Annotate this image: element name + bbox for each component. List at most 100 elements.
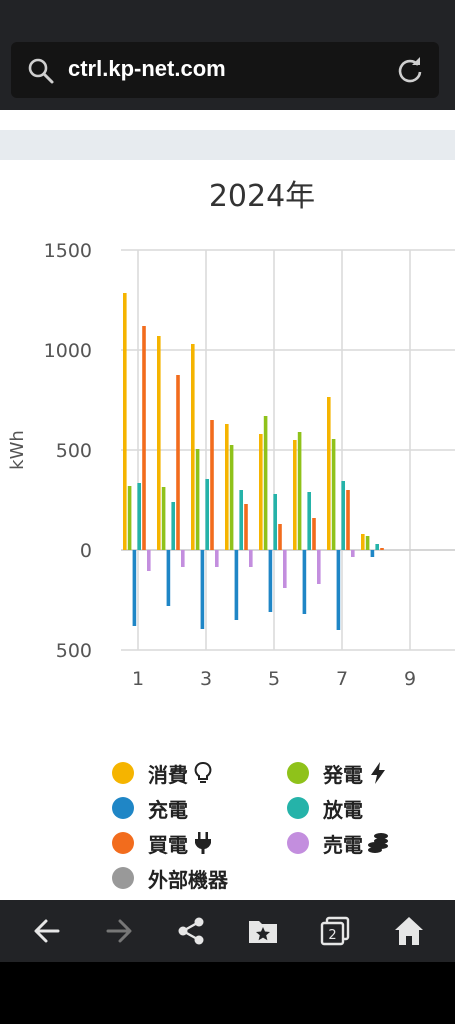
legend-label: 充電 — [148, 797, 188, 822]
bar — [273, 494, 277, 550]
x-tick-label: 9 — [404, 668, 416, 690]
legend-label: 発電 — [323, 762, 363, 787]
page-content: 1500 1000 500 0 500 1 3 5 7 9 2024年 kWh 消費 発電 充電 放電買… — [0, 110, 455, 900]
bar — [307, 492, 311, 550]
lightbulb-icon — [194, 762, 212, 783]
bar — [263, 416, 268, 550]
bar — [234, 550, 239, 620]
bar — [195, 449, 200, 550]
legend-swatch — [287, 762, 309, 784]
bar — [351, 550, 355, 557]
bar — [225, 424, 229, 550]
bar — [181, 550, 185, 567]
legend-swatch — [287, 832, 309, 854]
bar — [375, 544, 379, 550]
system-gesture-area — [0, 962, 455, 1024]
bar — [312, 518, 316, 550]
bar — [200, 550, 205, 629]
y-axis-label: kWh — [7, 430, 28, 470]
bar — [336, 550, 341, 630]
x-tick-label: 1 — [132, 668, 144, 690]
x-tick-label: 3 — [200, 668, 212, 690]
bar — [166, 550, 171, 606]
bar — [331, 439, 336, 550]
legend-label: 売電 — [323, 832, 363, 857]
bar — [380, 548, 384, 550]
bookmark-folder-icon[interactable] — [246, 914, 280, 948]
bar — [293, 440, 297, 550]
browser-bottom-bar: 2 — [0, 900, 455, 962]
share-icon[interactable] — [174, 914, 208, 948]
tab-count: 2 — [328, 928, 336, 943]
bar — [268, 550, 273, 612]
legend-label: 買電 — [148, 832, 188, 857]
chart-labels: 1500 1000 500 0 500 1 3 5 7 9 — [44, 240, 416, 690]
bar — [127, 486, 132, 550]
legend-swatch — [287, 797, 309, 819]
bar — [157, 336, 161, 550]
bar — [346, 490, 350, 550]
bar — [361, 534, 365, 550]
header-strip — [0, 130, 455, 160]
legend-item[interactable]: 放電 — [287, 795, 363, 822]
bar — [317, 550, 321, 584]
bar — [259, 434, 263, 550]
y-tick-label: 0 — [80, 540, 92, 562]
y-tick-label: 1000 — [44, 340, 92, 362]
browser-top-bar: ctrl.kp-net.com — [0, 0, 455, 110]
reload-icon[interactable] — [395, 56, 425, 86]
bar — [161, 487, 166, 550]
x-tick-label: 5 — [268, 668, 280, 690]
bar — [147, 550, 151, 571]
lightning-icon — [371, 762, 385, 784]
legend-item[interactable]: 発電 — [287, 760, 389, 787]
bar — [249, 550, 253, 567]
legend-swatch — [112, 832, 134, 854]
bar — [327, 397, 331, 550]
legend-label: 放電 — [323, 797, 363, 822]
bar — [365, 536, 370, 550]
bar — [210, 420, 214, 550]
bar — [215, 550, 219, 567]
bar — [137, 483, 141, 550]
bar — [297, 432, 302, 550]
bar — [244, 504, 248, 550]
forward-arrow-icon[interactable] — [102, 914, 136, 948]
legend-item[interactable]: 売電 — [287, 830, 389, 857]
url-text[interactable]: ctrl.kp-net.com — [68, 56, 226, 81]
tabs-icon[interactable]: 2 — [318, 914, 352, 948]
legend-item[interactable]: 充電 — [112, 795, 188, 822]
legend-item[interactable]: 外部機器 — [112, 865, 228, 892]
chart-bars — [123, 293, 384, 630]
bar — [123, 293, 127, 550]
bar — [142, 326, 146, 550]
y-tick-label: 1500 — [44, 240, 92, 262]
bar — [132, 550, 137, 626]
energy-chart: 1500 1000 500 0 500 1 3 5 7 9 2024年 kWh — [7, 179, 455, 690]
legend-swatch — [112, 762, 134, 784]
bar — [278, 524, 282, 550]
bar — [370, 550, 375, 557]
x-tick-label: 7 — [336, 668, 348, 690]
bar — [176, 375, 180, 550]
back-arrow-icon[interactable] — [30, 914, 64, 948]
bar — [302, 550, 307, 614]
legend-label: 外部機器 — [148, 867, 228, 892]
legend-item[interactable]: 消費 — [112, 760, 214, 787]
bar — [229, 445, 234, 550]
home-icon[interactable] — [392, 914, 426, 948]
legend-swatch — [112, 867, 134, 889]
bar — [205, 479, 209, 550]
coins-icon — [368, 833, 388, 853]
legend-swatch — [112, 797, 134, 819]
bar — [171, 502, 175, 550]
y-tick-label: 500 — [56, 440, 92, 462]
bar — [283, 550, 287, 588]
plug-icon — [195, 832, 211, 854]
address-bar[interactable]: ctrl.kp-net.com — [11, 42, 439, 98]
bar — [341, 481, 345, 550]
bar — [239, 490, 243, 550]
legend-item[interactable]: 買電 — [112, 830, 214, 857]
y-tick-label: 500 — [56, 640, 92, 662]
chart-grid — [121, 249, 455, 651]
